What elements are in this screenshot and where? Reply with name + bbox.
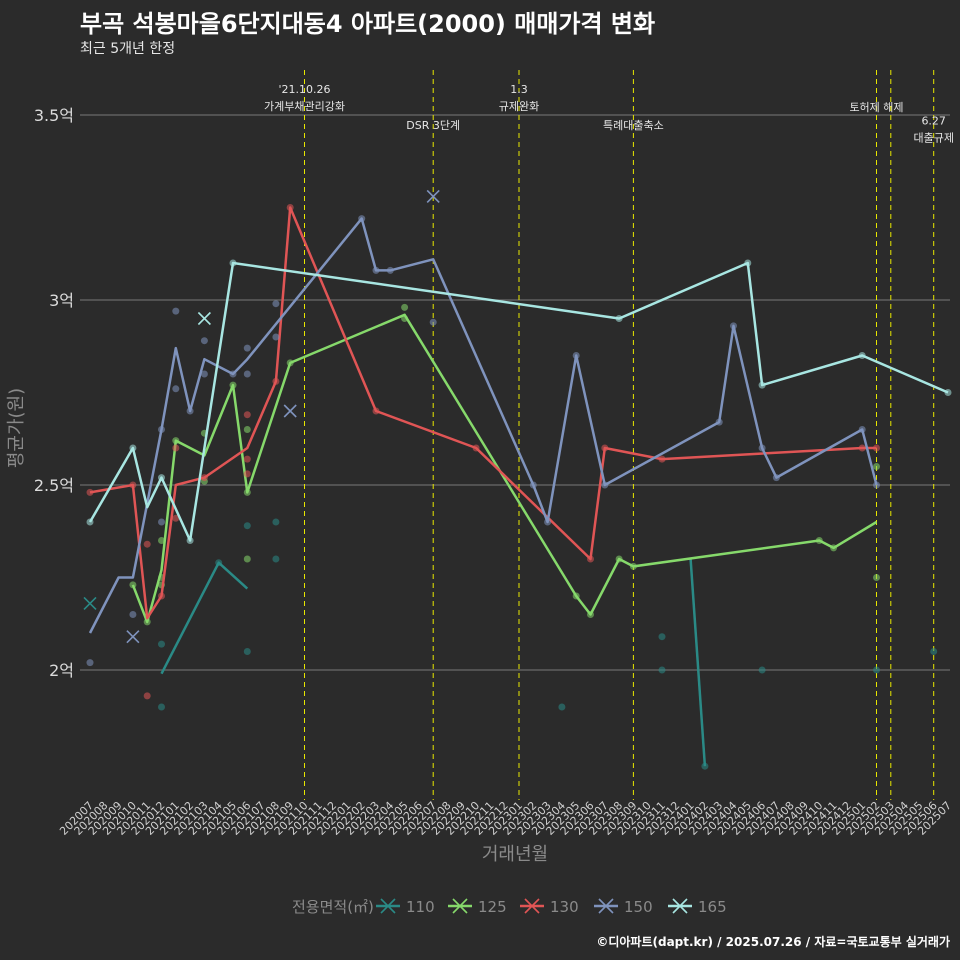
data-point (86, 659, 94, 667)
data-point (758, 666, 766, 674)
legend-key-cross (452, 898, 468, 914)
event-label: 대출규제 (913, 132, 953, 145)
y-tick-label: 3억 (49, 291, 74, 310)
data-point (429, 318, 437, 326)
series-125 (129, 303, 880, 626)
event-label: 6.27 (921, 115, 946, 128)
data-point (243, 555, 251, 563)
data-point (200, 337, 208, 345)
legend-item-110: 110 (376, 898, 435, 916)
data-point (272, 300, 280, 308)
series-line (131, 313, 878, 624)
x-axis-title: 거래년월 (482, 844, 548, 865)
data-point (158, 518, 165, 526)
data-point (143, 540, 151, 548)
legend-label: 110 (406, 898, 435, 916)
data-point (243, 344, 251, 352)
data-point (143, 692, 151, 700)
y-tick-label: 3.5억 (34, 106, 74, 125)
data-point (658, 666, 666, 674)
data-point (172, 514, 180, 522)
data-point (873, 666, 880, 674)
event-label: 가계부채관리강화 (264, 100, 345, 113)
legend-title: 전용면적(㎡) (292, 898, 374, 916)
data-point (873, 463, 880, 470)
legend-label: 165 (698, 898, 727, 916)
series-130 (86, 204, 880, 700)
legend-key-cross (672, 898, 688, 914)
data-point (158, 537, 165, 544)
series-line (160, 561, 249, 675)
series-165 (86, 259, 952, 544)
cross-marker (283, 404, 297, 418)
data-point (172, 385, 180, 393)
data-point (658, 633, 666, 641)
series-line (88, 261, 949, 542)
event-label: 규제완화 (499, 100, 539, 113)
event-label: 특례대출축소 (603, 119, 664, 132)
y-tick-label: 2억 (49, 661, 74, 680)
data-point (243, 411, 251, 419)
cross-marker (426, 189, 440, 203)
legend-item-130: 130 (520, 898, 579, 916)
cross-marker (83, 596, 97, 610)
series-line (689, 558, 707, 767)
legend-key-cross (598, 898, 614, 914)
event-label: DSR 3단계 (406, 119, 460, 132)
data-point (243, 455, 251, 463)
cross-marker (126, 630, 140, 644)
chart-title: 부곡 석봉마을6단지대동4 아파트(2000) 매매가격 변화 (80, 10, 656, 38)
event-label: 1.3 (510, 83, 528, 96)
y-axis-title: 평균가(원) (6, 388, 27, 468)
series-150 (86, 189, 880, 667)
legend-label: 150 (624, 898, 653, 916)
data-point (172, 307, 180, 315)
legend-item-150: 150 (594, 898, 653, 916)
chart-subtitle: 최근 5개년 한정 (80, 41, 176, 57)
y-tick-label: 2.5억 (34, 476, 74, 495)
data-point (158, 703, 165, 711)
data-point (272, 555, 280, 563)
data-point (272, 333, 280, 341)
cross-marker (197, 311, 211, 326)
data-point (243, 522, 251, 530)
series-line (89, 206, 877, 620)
data-point (200, 370, 208, 378)
series-line (88, 217, 878, 634)
legend-item-165: 165 (668, 898, 727, 916)
data-point (401, 303, 409, 311)
data-point (243, 470, 251, 478)
legend-item-125: 125 (448, 898, 507, 916)
event-label: '21.10.26 (278, 83, 330, 96)
series-110 (83, 518, 938, 770)
data-point (873, 574, 880, 581)
source-credit: ©디아파트(dapt.kr) / 2025.07.26 / 자료=국토교통부 실… (596, 935, 950, 949)
data-point (243, 426, 251, 433)
data-point (930, 648, 938, 655)
event-label: 토허제 해제 (849, 100, 903, 114)
data-point (558, 703, 566, 711)
data-point (129, 611, 137, 618)
data-point (272, 518, 280, 526)
data-point (243, 370, 251, 378)
legend-key-cross (380, 898, 396, 914)
legend-key-cross (524, 898, 540, 914)
data-point (172, 444, 180, 452)
legend-label: 125 (478, 898, 507, 916)
data-point (158, 640, 165, 648)
legend-label: 130 (550, 898, 579, 916)
data-point (243, 648, 251, 655)
